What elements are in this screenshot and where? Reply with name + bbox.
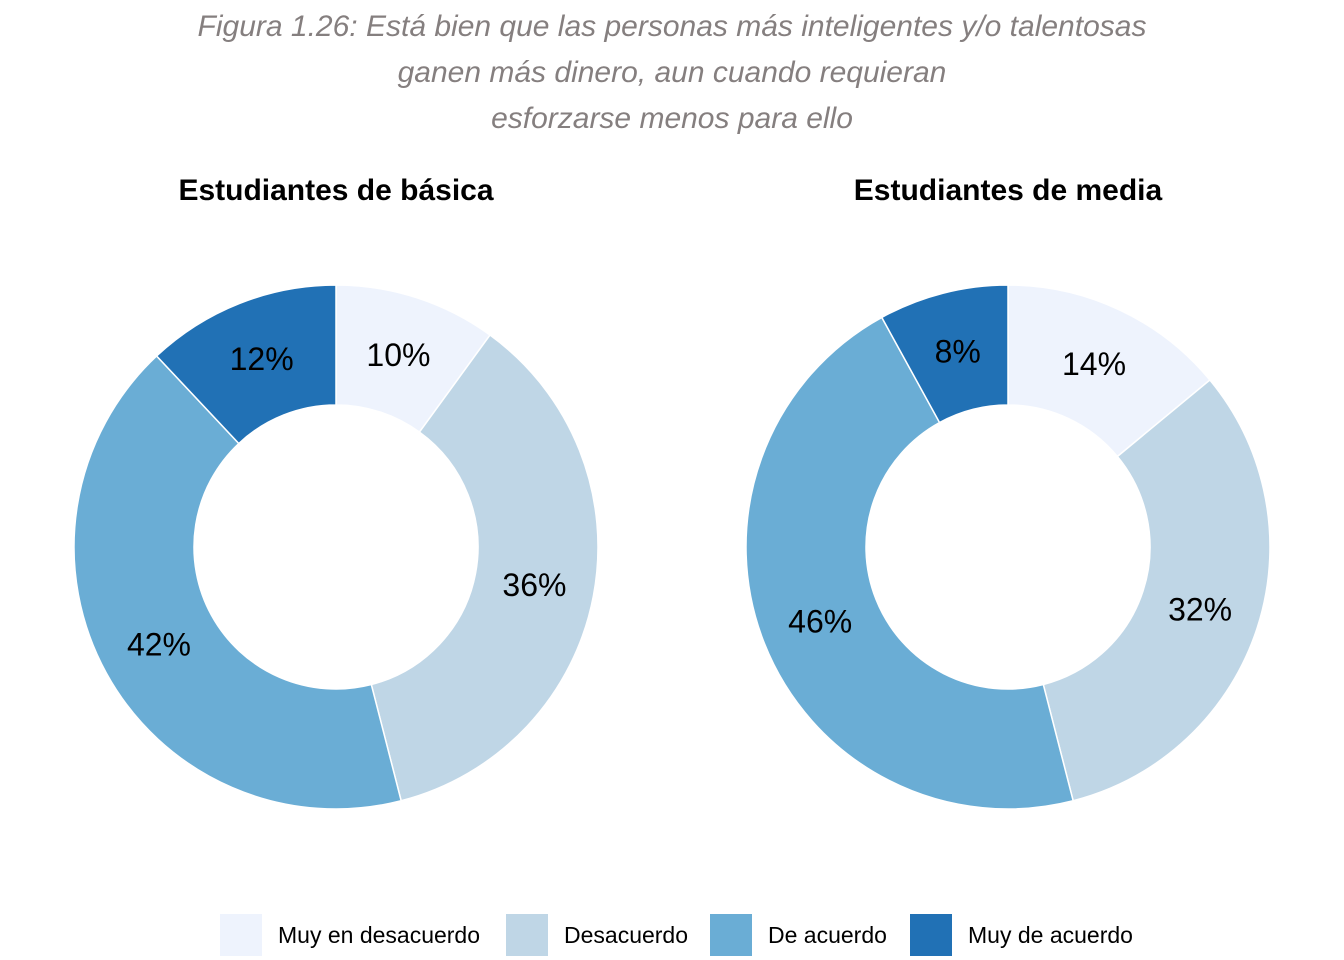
- legend-item-desacuerdo: Desacuerdo: [506, 914, 688, 956]
- slice-media-desacuerdo: [1042, 378, 1271, 802]
- data-label-media-muy-de-acuerdo: 8%: [935, 333, 981, 369]
- legend-label-muy-de-acuerdo: Muy de acuerdo: [968, 921, 1133, 948]
- figure-title-line-2: ganen más dinero, aun cuando requieran: [397, 56, 947, 89]
- legend-swatch-de-acuerdo: [710, 914, 752, 956]
- data-label-basica-desacuerdo: 36%: [502, 567, 566, 603]
- donut-basica: 10% 36% 42% 12%: [73, 284, 599, 810]
- figure-title-line-1: Figura 1.26: Está bien que las personas …: [197, 10, 1147, 43]
- slice-media-de-acuerdo: [745, 316, 1075, 810]
- legend-swatch-muy-en-desacuerdo: [220, 914, 262, 956]
- figure-title: Figura 1.26: Está bien que las personas …: [0, 4, 1344, 142]
- donut-media: 14% 32% 46% 8%: [745, 284, 1271, 810]
- slice-basica-muy-de-acuerdo: [155, 284, 337, 445]
- data-label-media-de-acuerdo: 46%: [788, 603, 852, 639]
- slice-basica-de-acuerdo: [73, 354, 403, 810]
- data-label-basica-de-acuerdo: 42%: [127, 626, 191, 662]
- legend-item-de-acuerdo: De acuerdo: [710, 914, 887, 956]
- legend-item-muy-de-acuerdo: Muy de acuerdo: [910, 914, 1133, 956]
- data-label-basica-muy-en-desacuerdo: 10%: [366, 337, 430, 373]
- legend-label-desacuerdo: Desacuerdo: [564, 921, 689, 948]
- data-label-basica-muy-de-acuerdo: 12%: [230, 341, 294, 377]
- legend: Muy en desacuerdo Desacuerdo De acuerdo …: [0, 914, 1344, 958]
- legend-label-de-acuerdo: De acuerdo: [768, 921, 887, 948]
- chart-title-basica: Estudiantes de básica: [178, 174, 494, 207]
- slice-basica-desacuerdo: [370, 333, 599, 802]
- data-label-media-desacuerdo: 32%: [1168, 591, 1232, 627]
- legend-swatch-desacuerdo: [506, 914, 548, 956]
- donut-charts: 10% 36% 42% 12% 14% 32% 46% 8%: [73, 284, 1271, 810]
- legend-label-muy-en-desacuerdo: Muy en desacuerdo: [278, 921, 481, 948]
- legend-item-muy-en-desacuerdo: Muy en desacuerdo: [220, 914, 480, 956]
- legend-swatch-muy-de-acuerdo: [910, 914, 952, 956]
- slice-media-muy-en-desacuerdo: [1007, 284, 1211, 458]
- data-label-media-muy-en-desacuerdo: 14%: [1062, 346, 1126, 382]
- chart-title-media: Estudiantes de media: [853, 174, 1163, 207]
- figure-title-line-3: esforzarse menos para ello: [491, 102, 853, 135]
- slice-media-muy-de-acuerdo: [880, 284, 1009, 424]
